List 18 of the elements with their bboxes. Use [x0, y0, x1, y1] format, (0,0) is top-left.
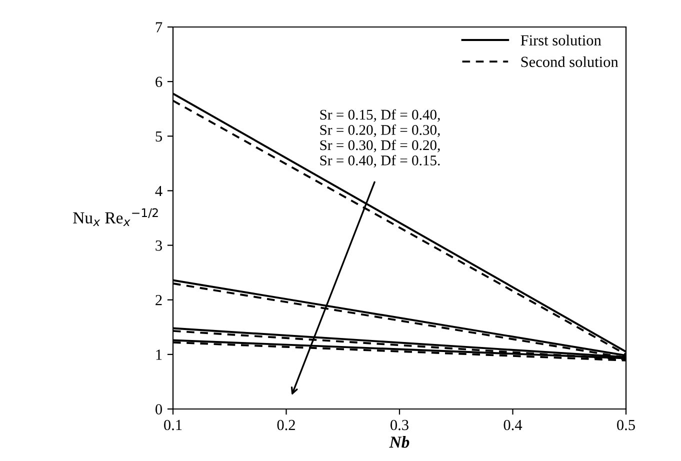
x-tick-label: 0.2 [277, 420, 295, 430]
x-tick-label: 0.3 [390, 420, 408, 430]
x-tick-label: 0.1 [164, 420, 182, 430]
y-tick-label: 2 [156, 295, 162, 306]
y-tick-label: 5 [156, 131, 162, 142]
y-tick-label: 7 [156, 22, 162, 32]
x-axis-title: Nb [389, 436, 410, 448]
annotation: Sr = 0.15, Df = 0.40, Sr = 0.20, Df = 0.30, Sr = 0.30, Df = 0.20, Sr = 0.40, Df = 0.15. [320, 109, 440, 168]
legend-label: Second solution [521, 56, 618, 68]
y-tick-label: 0 [156, 404, 162, 414]
x-tick-label: 0.4 [504, 420, 522, 430]
y-tick-label: 3 [156, 240, 162, 251]
y-tick-label: 1 [156, 350, 162, 360]
y-axis-title: Nu$_{x}$ Re$_{x}$$^{−1/2}$ [73, 208, 158, 226]
x-tick-label: 0.5 [617, 420, 635, 430]
y-tick-label: 4 [155, 186, 162, 196]
y-tick-label: 6 [156, 76, 162, 88]
legend-label: First solution [520, 34, 602, 46]
